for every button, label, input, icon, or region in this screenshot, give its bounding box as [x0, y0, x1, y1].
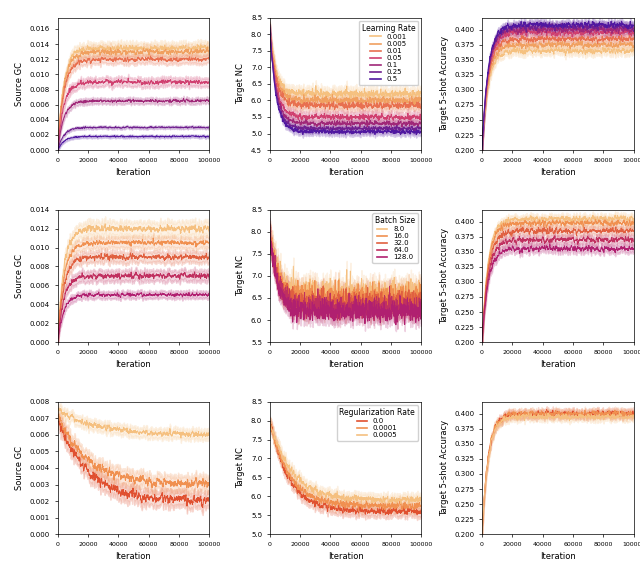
- X-axis label: Iteration: Iteration: [540, 552, 576, 561]
- Legend: 0.0, 0.0001, 0.0005: 0.0, 0.0001, 0.0005: [337, 405, 418, 441]
- Y-axis label: Source GC: Source GC: [15, 62, 24, 106]
- X-axis label: Iteration: Iteration: [115, 168, 151, 177]
- X-axis label: Iteration: Iteration: [115, 360, 151, 369]
- X-axis label: Iteration: Iteration: [115, 552, 151, 561]
- Y-axis label: Target NC: Target NC: [236, 63, 245, 104]
- Y-axis label: Target NC: Target NC: [236, 447, 245, 488]
- X-axis label: Iteration: Iteration: [328, 168, 364, 177]
- Y-axis label: Target 5-shot Accuracy: Target 5-shot Accuracy: [440, 36, 449, 132]
- Y-axis label: Target 5-shot Accuracy: Target 5-shot Accuracy: [440, 420, 449, 516]
- Y-axis label: Source GC: Source GC: [15, 446, 24, 490]
- X-axis label: Iteration: Iteration: [328, 552, 364, 561]
- X-axis label: Iteration: Iteration: [540, 168, 576, 177]
- Y-axis label: Target NC: Target NC: [236, 255, 245, 296]
- X-axis label: Iteration: Iteration: [540, 360, 576, 369]
- Legend: 8.0, 16.0, 32.0, 64.0, 128.0: 8.0, 16.0, 32.0, 64.0, 128.0: [372, 213, 418, 263]
- Legend: 0.001, 0.005, 0.01, 0.05, 0.1, 0.25, 0.5: 0.001, 0.005, 0.01, 0.05, 0.1, 0.25, 0.5: [359, 21, 418, 85]
- Y-axis label: Target 5-shot Accuracy: Target 5-shot Accuracy: [440, 228, 449, 324]
- Y-axis label: Source GC: Source GC: [15, 254, 24, 298]
- X-axis label: Iteration: Iteration: [328, 360, 364, 369]
